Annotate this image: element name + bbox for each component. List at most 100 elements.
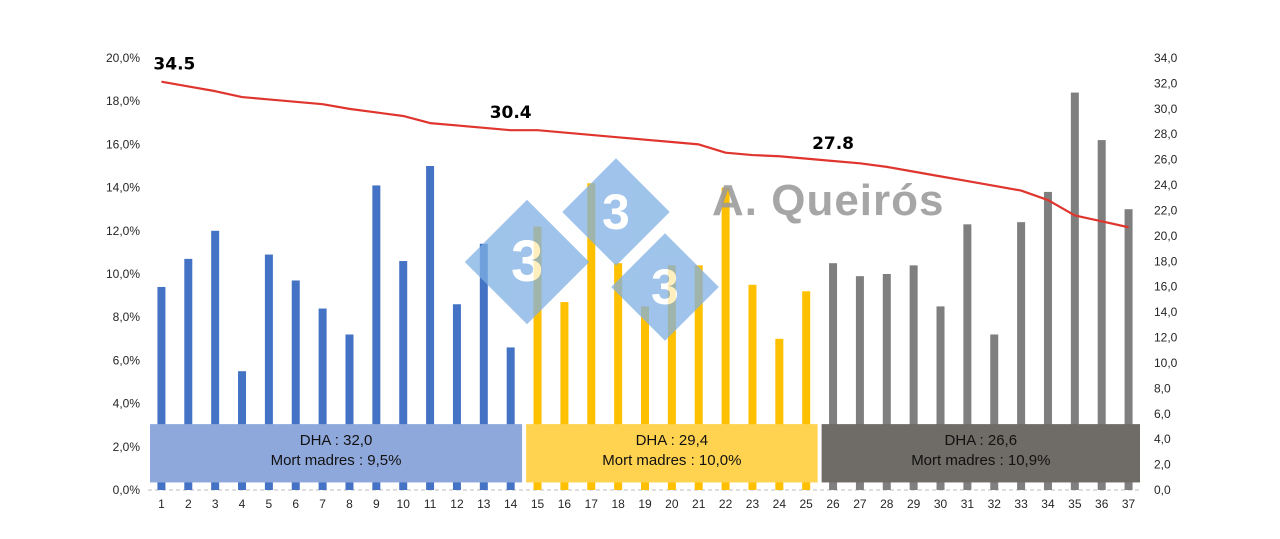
bar — [1124, 209, 1133, 490]
x-axis-label: 31 — [961, 497, 975, 511]
x-axis-label: 29 — [907, 497, 921, 511]
x-axis-label: 37 — [1122, 497, 1136, 511]
left-axis-tick: 8,0% — [113, 310, 141, 324]
x-axis-label: 26 — [826, 497, 840, 511]
right-axis-tick: 8,0 — [1154, 381, 1171, 395]
left-axis-tick: 18,0% — [106, 94, 140, 108]
right-axis-tick: 18,0 — [1154, 254, 1178, 268]
group-dha-label: DHA : 26,6 — [945, 432, 1018, 449]
x-axis-label: 23 — [746, 497, 760, 511]
bar — [1043, 191, 1052, 491]
bar — [318, 308, 327, 490]
group-box — [526, 424, 818, 483]
bar — [533, 226, 542, 491]
bar — [641, 306, 649, 490]
right-axis-tick: 28,0 — [1154, 127, 1178, 141]
x-axis-label: 10 — [397, 497, 411, 511]
x-axis-label: 27 — [853, 497, 867, 511]
bar — [452, 304, 461, 490]
bar — [802, 291, 811, 490]
line-annotation: 27.8 — [812, 134, 854, 154]
bar — [1070, 92, 1079, 490]
x-axis-label: 5 — [266, 497, 273, 511]
x-axis-label: 33 — [1014, 497, 1028, 511]
x-axis-label: 22 — [719, 497, 733, 511]
bar — [372, 185, 381, 490]
x-axis-label: 14 — [504, 497, 518, 511]
dha-line — [161, 80, 1129, 229]
bar — [506, 347, 515, 490]
x-axis-label: 1 — [158, 497, 165, 511]
group-dha-label: DHA : 32,0 — [300, 432, 373, 449]
bar — [775, 338, 784, 490]
bar — [587, 183, 596, 490]
right-axis-tick: 14,0 — [1154, 305, 1178, 319]
right-axis-tick: 26,0 — [1154, 153, 1178, 167]
x-axis-label: 35 — [1068, 497, 1082, 511]
right-axis-tick: 10,0 — [1154, 356, 1178, 370]
right-axis-tick: 32,0 — [1154, 76, 1178, 90]
x-axis-label: 12 — [450, 497, 464, 511]
group-mort-label: Mort madres : 9,5% — [271, 452, 402, 469]
right-axis-tick: 0,0 — [1154, 483, 1171, 497]
x-axis-label: 20 — [665, 497, 679, 511]
x-axis-label: 21 — [692, 497, 706, 511]
group-box — [150, 424, 523, 483]
right-axis-tick: 34,0 — [1154, 51, 1178, 65]
bar — [882, 274, 891, 490]
left-axis-tick: 20,0% — [106, 51, 140, 65]
right-axis-tick: 20,0 — [1154, 229, 1178, 243]
bar — [721, 187, 730, 490]
bar — [560, 302, 569, 490]
bar — [399, 261, 408, 490]
right-axis-tick: 6,0 — [1154, 407, 1171, 421]
bar — [990, 334, 999, 490]
right-axis-tick: 2,0 — [1154, 458, 1171, 472]
x-axis-label: 19 — [638, 497, 652, 511]
x-axis-label: 4 — [239, 497, 246, 511]
left-axis-tick: 10,0% — [106, 267, 140, 281]
x-axis-label: 32 — [988, 497, 1002, 511]
x-axis-label: 18 — [611, 497, 625, 511]
x-axis-label: 36 — [1095, 497, 1109, 511]
right-axis-tick: 24,0 — [1154, 178, 1178, 192]
x-axis-label: 17 — [585, 497, 599, 511]
x-axis-label: 34 — [1041, 497, 1055, 511]
x-axis-label: 15 — [531, 497, 545, 511]
bar — [1017, 222, 1026, 490]
bar — [264, 254, 273, 490]
right-axis-tick: 4,0 — [1154, 432, 1171, 446]
right-axis-tick: 30,0 — [1154, 102, 1178, 116]
right-axis-tick: 16,0 — [1154, 280, 1178, 294]
bar — [184, 258, 193, 490]
bar — [1097, 140, 1106, 490]
bar — [614, 263, 623, 490]
line-annotation: 30.4 — [490, 103, 532, 123]
x-axis-label: 11 — [424, 497, 437, 511]
x-axis-label: 28 — [880, 497, 894, 511]
bar — [479, 243, 488, 490]
bar — [748, 284, 757, 490]
bar — [667, 265, 676, 490]
x-axis-label: 13 — [477, 497, 491, 511]
bar — [963, 224, 972, 490]
bar — [855, 276, 864, 490]
x-axis-label: 2 — [185, 497, 192, 511]
bar — [211, 230, 220, 491]
group-mort-label: Mort madres : 10,0% — [602, 452, 741, 469]
right-axis-tick: 12,0 — [1154, 331, 1178, 345]
x-axis-label: 6 — [292, 497, 299, 511]
bar — [829, 263, 838, 490]
left-axis-tick: 4,0% — [113, 397, 141, 411]
group-box — [821, 424, 1140, 483]
right-axis-tick: 22,0 — [1154, 203, 1178, 217]
bar — [345, 334, 354, 490]
group-mort-label: Mort madres : 10,9% — [911, 452, 1050, 469]
bar — [936, 306, 945, 490]
left-axis-tick: 16,0% — [106, 137, 140, 151]
left-axis-tick: 0,0% — [113, 483, 141, 497]
bar — [909, 265, 918, 490]
left-axis-tick: 6,0% — [113, 353, 141, 367]
